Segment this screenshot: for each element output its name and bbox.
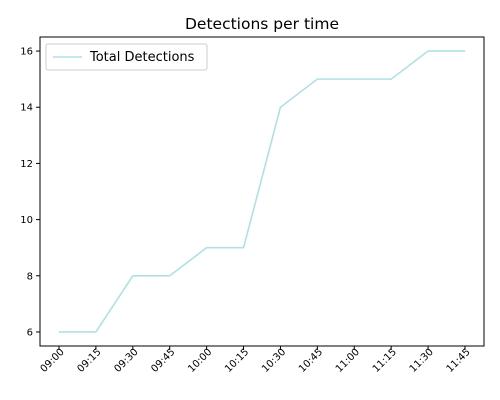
x-tick-label: 09:30 [112, 347, 140, 375]
x-tick-label: 11:00 [334, 347, 362, 375]
legend-label: Total Detections [89, 50, 195, 65]
x-tick-label: 11:30 [408, 347, 436, 375]
x-tick-label: 09:15 [76, 347, 104, 375]
y-tick-label: 16 [20, 47, 33, 58]
y-tick-label: 6 [27, 327, 33, 338]
y-tick-label: 8 [27, 271, 33, 282]
x-tick-label: 09:00 [39, 347, 67, 375]
series-layer [59, 50, 465, 333]
y-tick-label: 12 [20, 159, 33, 170]
x-tick-label: 09:45 [149, 347, 177, 375]
legend-box [45, 43, 208, 71]
plot-frame [39, 36, 485, 347]
plot-border [39, 36, 485, 347]
x-tick-label: 11:45 [445, 347, 473, 375]
series-line-0 [59, 50, 465, 333]
x-tick-label: 10:45 [297, 347, 325, 375]
x-tick-label: 10:30 [260, 347, 288, 375]
chart-title: Detections per time [185, 15, 339, 33]
x-tick-label: 11:15 [371, 347, 399, 375]
legend: Total Detections [45, 43, 208, 71]
x-tick-label: 10:00 [186, 347, 214, 375]
x-axis: 09:00 09:15 09:30 09:45 10:00 10:15 10:30 10:45… [39, 346, 473, 375]
y-tick-label: 10 [20, 215, 33, 226]
x-tick-label: 10:15 [223, 347, 251, 375]
y-tick-label: 14 [20, 103, 33, 114]
y-axis: 6 8 10 12 14 16 [20, 47, 40, 338]
